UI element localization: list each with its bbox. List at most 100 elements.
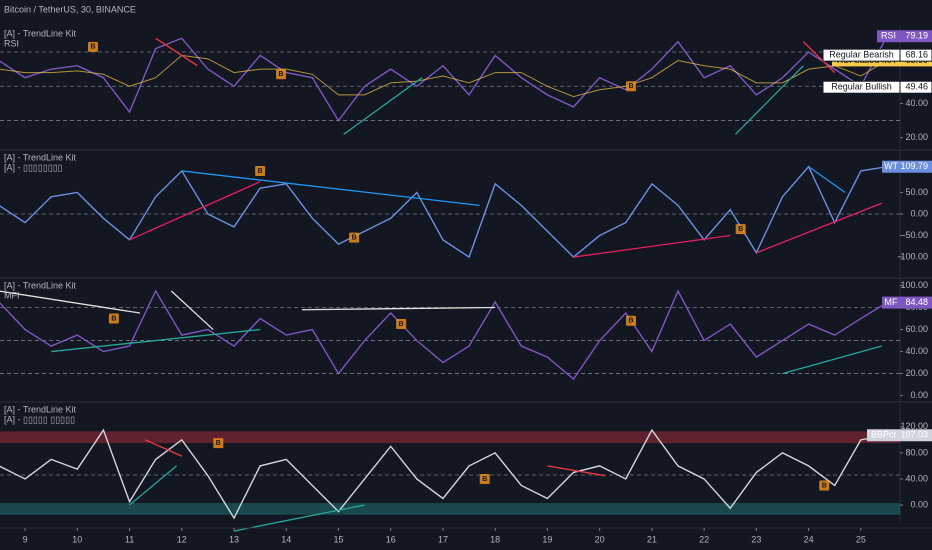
badge-name: WT [884, 161, 898, 171]
trend-line [547, 465, 605, 477]
trend-line [0, 290, 141, 314]
signal-label: B [628, 83, 633, 90]
y-tick-label: 50.00 [905, 187, 928, 197]
trend-line [233, 504, 365, 532]
trend-line [343, 77, 423, 135]
signal-label: B [258, 168, 263, 175]
level-name: Regular Bullish [831, 82, 892, 92]
signal-label: B [352, 235, 357, 242]
trend-line [573, 234, 731, 258]
x-tick-label: 11 [125, 534, 134, 544]
badge-value-box [900, 429, 932, 442]
signal-label: B [822, 482, 827, 489]
signal-label: B [216, 440, 221, 447]
trend-line [756, 202, 882, 254]
pane-title: [A] - TrendLine Kit [4, 28, 77, 38]
signal-box [625, 315, 636, 326]
signal-box [276, 69, 287, 80]
level-name: Regular Bearish [829, 50, 894, 60]
pane-title: [A] - TrendLine Kit [4, 404, 77, 414]
trend-line [301, 306, 496, 311]
y-tick-label: 40.00 [905, 346, 928, 356]
y-tick-label: 0.00 [910, 499, 928, 509]
x-tick-label: 19 [542, 534, 552, 544]
x-tick-label: 22 [699, 534, 709, 544]
y-tick-label: 40.00 [905, 98, 928, 108]
signal-label: B [90, 44, 95, 51]
x-tick-label: 14 [281, 534, 291, 544]
badge-value: 79.19 [905, 31, 928, 41]
y-tick-label: 0.00 [910, 208, 928, 218]
y-tick-label: -50.00 [902, 230, 928, 240]
x-tick-label: 15 [333, 534, 343, 544]
indicator-line [0, 289, 888, 381]
trend-line [129, 181, 261, 241]
badge-name: MF [885, 297, 898, 307]
signal-box [625, 81, 636, 92]
signal-box [213, 438, 224, 449]
x-tick-label: 18 [490, 534, 500, 544]
band [0, 503, 900, 515]
indicator-line [0, 35, 888, 122]
trend-line [734, 65, 804, 135]
symbol-title: Bitcoin / TetherUS, 30, BINANCE [4, 4, 136, 14]
signal-box [396, 319, 407, 330]
y-tick-label: -100.00 [897, 251, 928, 261]
signal-label: B [111, 315, 116, 322]
x-tick-label: 25 [856, 534, 866, 544]
badge-value-box [900, 30, 932, 43]
x-tick-label: 23 [751, 534, 761, 544]
trend-line [144, 439, 183, 457]
pane-subtitle: [A] - ▯▯▯▯▯▯▯▯ [4, 162, 63, 172]
badge-value: 107.03 [900, 430, 928, 440]
badge-name-box [867, 429, 900, 442]
pane-subtitle: [A] - ▯▯▯▯▯ ▯▯▯▯▯ [4, 414, 75, 424]
pane-subtitle: MFI [4, 290, 20, 300]
y-tick-label: 0.00 [910, 390, 928, 400]
x-tick-label: 17 [438, 534, 448, 544]
indicator-line [0, 428, 888, 520]
signal-box [108, 313, 119, 324]
badge-value: 84.48 [905, 297, 928, 307]
y-tick-label: 60.00 [905, 324, 928, 334]
x-tick-label: 12 [177, 534, 187, 544]
y-tick-label: 80.00 [905, 447, 928, 457]
badge-value-box [900, 296, 932, 309]
x-tick-label: 9 [23, 534, 28, 544]
signal-box [255, 165, 266, 176]
signal-label: B [738, 226, 743, 233]
signal-box [87, 41, 98, 52]
pane-title: [A] - TrendLine Kit [4, 152, 77, 162]
signal-box [819, 480, 830, 491]
band [0, 431, 900, 444]
level-value-box [899, 48, 932, 62]
level-value: 68.16 [905, 50, 928, 60]
badge-name: RSI [881, 31, 896, 41]
trend-line [181, 170, 480, 207]
trend-line [802, 41, 836, 74]
signal-label: B [278, 71, 283, 78]
trend-line [51, 328, 261, 353]
badge-name-box [882, 296, 900, 309]
trend-line [155, 37, 198, 67]
indicator-line [0, 54, 888, 98]
x-tick-label: 13 [229, 534, 239, 544]
badge-name: BBPct [871, 430, 897, 440]
pane-subtitle: RSI [4, 38, 19, 48]
signal-label: B [628, 318, 633, 325]
pane-title: [A] - TrendLine Kit [4, 280, 77, 290]
y-tick-label: 100.00 [900, 280, 928, 290]
level-value-box [899, 80, 932, 94]
signal-label: B [399, 321, 404, 328]
x-tick-label: 21 [647, 534, 657, 544]
trend-line [808, 166, 846, 194]
y-tick-label: 120.00 [900, 421, 928, 431]
indicator-line [0, 165, 888, 259]
x-tick-label: 10 [72, 534, 82, 544]
trend-line [782, 345, 882, 375]
x-tick-label: 24 [804, 534, 814, 544]
x-tick-label: 20 [595, 534, 605, 544]
level-value: 49.46 [905, 82, 928, 92]
signal-box [349, 232, 360, 243]
